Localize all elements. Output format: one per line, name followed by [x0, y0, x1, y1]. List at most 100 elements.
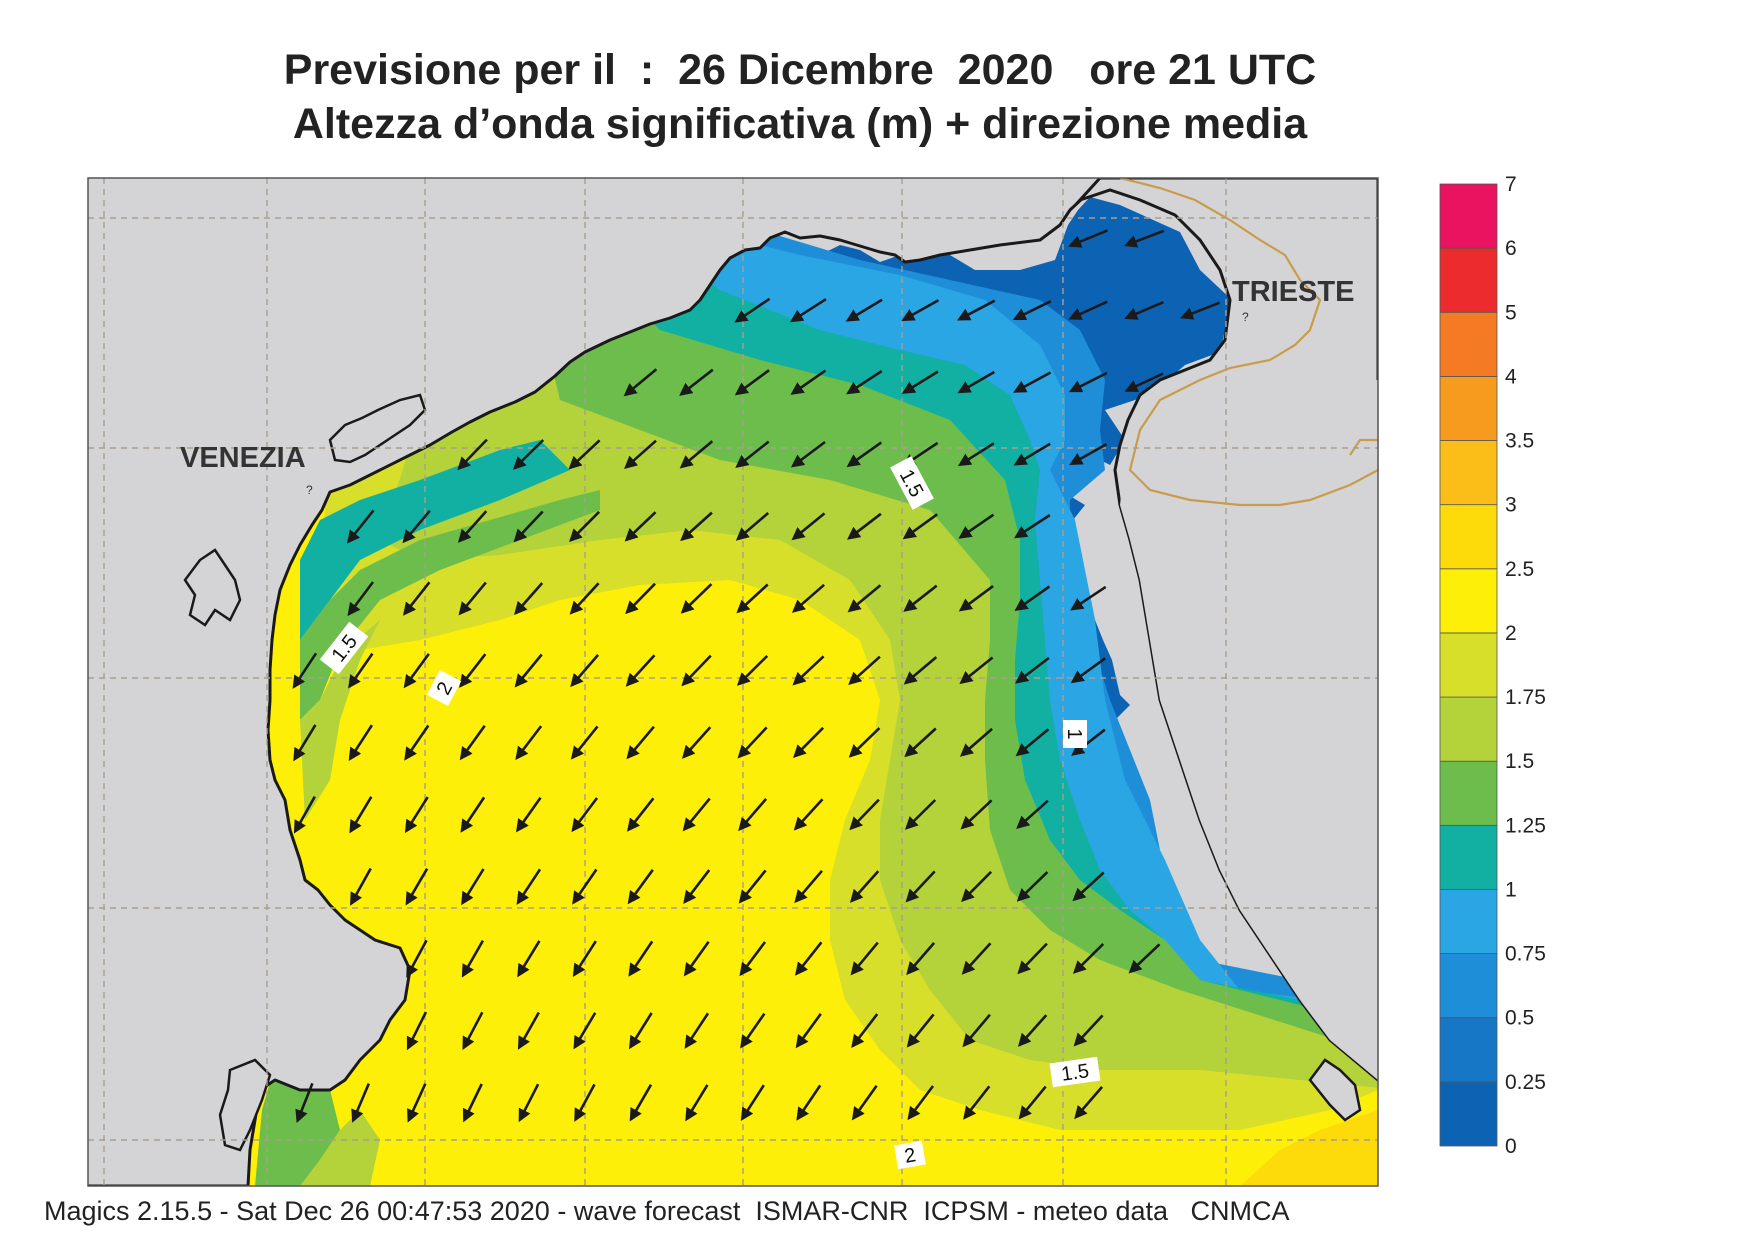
direction-arrow: [904, 799, 937, 830]
direction-arrow: [902, 513, 938, 540]
direction-arrow: [458, 581, 487, 616]
direction-arrow: [963, 1085, 991, 1120]
direction-arrow: [1013, 442, 1051, 466]
direction-arrow: [571, 797, 599, 833]
colorbar-swatch: [1439, 1081, 1498, 1147]
direction-arrow: [681, 726, 712, 759]
direction-arrow: [960, 799, 993, 830]
direction-arrow: [961, 942, 992, 975]
direction-arrow: [1014, 514, 1051, 539]
direction-arrow: [734, 297, 771, 323]
direction-arrow: [846, 370, 883, 395]
contour-label: 2: [426, 670, 462, 706]
direction-arrow: [1072, 942, 1105, 974]
map-frame: [87, 177, 1379, 1187]
direction-arrow: [958, 513, 995, 539]
direction-arrow: [1068, 371, 1108, 393]
direction-arrow: [1124, 372, 1164, 392]
band-west-lightgreen: [300, 620, 380, 820]
direction-arrow: [685, 1084, 709, 1122]
colorbar-label: 6: [1505, 237, 1517, 260]
direction-arrow: [457, 510, 488, 543]
direction-arrow: [796, 1084, 822, 1121]
colorbar-swatch: [1439, 440, 1498, 506]
direction-arrow: [346, 509, 375, 544]
direction-arrow: [351, 1083, 370, 1123]
city-label-trieste: TRIESTE: [1232, 276, 1354, 308]
direction-arrow: [793, 726, 825, 759]
direction-arrow: [516, 796, 542, 833]
colorbar-swatch: [1439, 375, 1498, 441]
colorbar-label: 2: [1505, 622, 1517, 645]
direction-arrow: [570, 725, 599, 760]
direction-arrow: [680, 583, 713, 614]
direction-arrow: [349, 796, 373, 834]
colorbar-swatch: [1439, 953, 1498, 1019]
direction-arrow: [626, 797, 655, 832]
direction-arrow: [961, 870, 993, 903]
city-marker-trieste: ?: [1242, 310, 1249, 324]
direction-arrow: [1016, 799, 1049, 830]
direction-arrow: [1012, 300, 1052, 321]
direction-arrow: [516, 868, 542, 905]
colorbar-swatch: [1439, 568, 1498, 634]
direction-arrow: [790, 369, 827, 395]
colorbar-swatch: [1439, 632, 1498, 698]
svg-text:1.5: 1.5: [1060, 1060, 1091, 1086]
colorbar-label: 1.75: [1505, 686, 1546, 709]
direction-arrow: [1017, 1014, 1048, 1047]
direction-arrow: [514, 653, 543, 688]
direction-arrow: [347, 581, 375, 617]
direction-arrow: [1073, 1014, 1104, 1047]
direction-arrow: [901, 370, 939, 394]
direction-arrow: [848, 655, 881, 686]
direction-arrow: [1072, 871, 1105, 902]
direction-arrow: [1179, 301, 1221, 320]
direction-arrow: [903, 656, 938, 685]
direction-arrow: [514, 582, 544, 615]
direction-arrow: [1015, 728, 1050, 757]
direction-arrow: [679, 368, 714, 396]
direction-arrow: [847, 584, 882, 613]
city-marker-venezia: ?: [306, 483, 313, 497]
contour-label: 1.5: [1049, 1056, 1101, 1088]
direction-arrow: [962, 1013, 991, 1048]
direction-arrow: [848, 727, 881, 758]
land-north-coast: [88, 178, 1378, 1186]
direction-arrow: [846, 441, 883, 468]
colorbar-swatch: [1439, 1017, 1498, 1083]
direction-arrow: [403, 653, 430, 689]
direction-arrow: [901, 299, 940, 322]
direction-arrow: [794, 869, 823, 904]
direction-arrow: [794, 941, 823, 976]
colorbar-swatch: [1439, 824, 1498, 890]
direction-arrow: [405, 868, 429, 906]
colorbar-swatch: [1439, 247, 1498, 313]
band-south-green: [255, 1065, 340, 1186]
direction-arrow: [404, 796, 429, 834]
direction-arrow: [627, 869, 654, 905]
title-line-1: Previsione per il : 26 Dicembre 2020 ore…: [283, 46, 1317, 94]
direction-arrow: [1013, 371, 1052, 393]
direction-arrow: [790, 440, 826, 468]
direction-arrow: [683, 869, 711, 904]
direction-arrow: [1074, 1086, 1104, 1120]
direction-arrow: [457, 438, 488, 471]
direction-arrow: [512, 439, 545, 470]
city-label-venezia: VENEZIA: [180, 442, 306, 474]
direction-arrow: [734, 369, 770, 396]
direction-arrow: [682, 797, 711, 832]
svg-text:2: 2: [903, 1144, 918, 1168]
direction-arrow: [407, 1083, 427, 1123]
direction-arrow: [293, 795, 316, 834]
direction-arrow: [679, 440, 714, 469]
direction-arrow: [461, 939, 485, 978]
direction-arrow: [1068, 229, 1108, 248]
direction-arrow: [906, 1013, 935, 1048]
direction-arrow: [292, 652, 318, 689]
colorbar-label: 4: [1505, 365, 1517, 388]
direction-arrow: [295, 1082, 314, 1124]
direction-arrows: [292, 229, 1221, 1124]
direction-arrow: [518, 1083, 540, 1123]
